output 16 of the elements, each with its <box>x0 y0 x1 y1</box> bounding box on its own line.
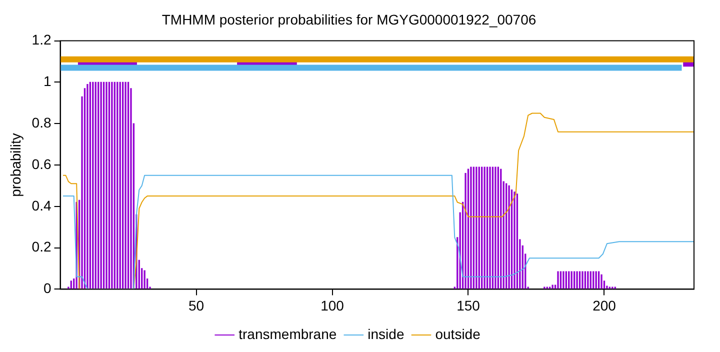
chart-title: TMHMM posterior probabilities for MGYG000001922_00706 <box>162 11 536 28</box>
y-tick-label: 0.2 <box>32 238 52 255</box>
x-tick-label: 150 <box>456 297 480 314</box>
y-tick-label: 0.8 <box>32 114 52 130</box>
y-tick-label: 1.2 <box>32 32 52 48</box>
y-tick-label: 0.4 <box>32 197 52 214</box>
x-tick-label: 50 <box>188 297 204 314</box>
y-tick-label: 0.6 <box>32 156 52 172</box>
y-tick-label: 1 <box>43 73 52 90</box>
legend-label: transmembrane <box>238 326 337 342</box>
legend-label: outside <box>435 326 481 342</box>
y-tick-label: 0 <box>43 280 52 296</box>
legend-label: inside <box>368 326 404 342</box>
x-tick-label: 100 <box>320 297 344 314</box>
x-tick-label: 200 <box>592 297 616 314</box>
y-axis-title: probability <box>7 133 24 197</box>
